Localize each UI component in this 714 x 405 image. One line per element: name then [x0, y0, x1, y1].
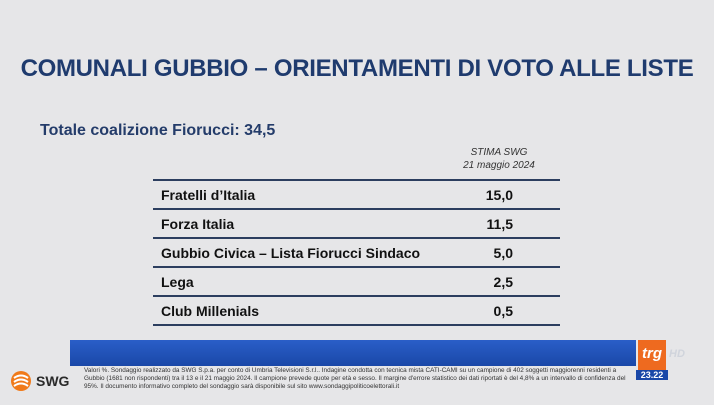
- party-value: 5,0: [493, 245, 513, 261]
- table-row: Club Millenials 0,5: [153, 297, 560, 326]
- broadcast-bar: [70, 340, 636, 366]
- party-label: Club Millenials: [161, 303, 260, 319]
- swg-logo: SWG: [10, 370, 69, 392]
- poll-disclaimer: Valori %. Sondaggio realizzato da SWG S.…: [84, 367, 626, 391]
- party-label: Fratelli d’Italia: [161, 187, 256, 203]
- broadcast-clock: 23.22: [636, 370, 668, 380]
- estimate-date: 21 maggio 2024: [463, 160, 535, 171]
- party-value: 11,5: [486, 216, 513, 232]
- party-label: Gubbio Civica – Lista Fiorucci Sindaco: [161, 245, 421, 261]
- party-value: 0,5: [493, 303, 513, 319]
- results-table: Fratelli d’Italia 15,0 Forza Italia 11,5…: [153, 179, 560, 326]
- table-row: Gubbio Civica – Lista Fiorucci Sindaco 5…: [153, 239, 560, 268]
- swg-swirl-icon: [11, 371, 31, 391]
- party-label: Lega: [161, 274, 194, 290]
- trg-logo: trg: [638, 340, 666, 370]
- hd-badge: HD: [669, 348, 685, 360]
- estimate-source: STIMA SWG: [470, 147, 528, 158]
- table-row: Lega 2,5: [153, 268, 560, 297]
- table-row: Fratelli d’Italia 15,0: [153, 181, 560, 210]
- estimate-header: STIMA SWG 21 maggio 2024: [440, 146, 558, 172]
- table-row: Forza Italia 11,5: [153, 210, 560, 239]
- swg-wordmark: SWG: [36, 373, 70, 389]
- page-title: COMUNALI GUBBIO – ORIENTAMENTI DI VOTO A…: [20, 55, 694, 82]
- party-value: 15,0: [485, 187, 513, 203]
- coalition-total: Totale coalizione Fiorucci: 34,5: [40, 122, 276, 139]
- party-value: 2,5: [493, 274, 513, 290]
- party-label: Forza Italia: [161, 216, 235, 232]
